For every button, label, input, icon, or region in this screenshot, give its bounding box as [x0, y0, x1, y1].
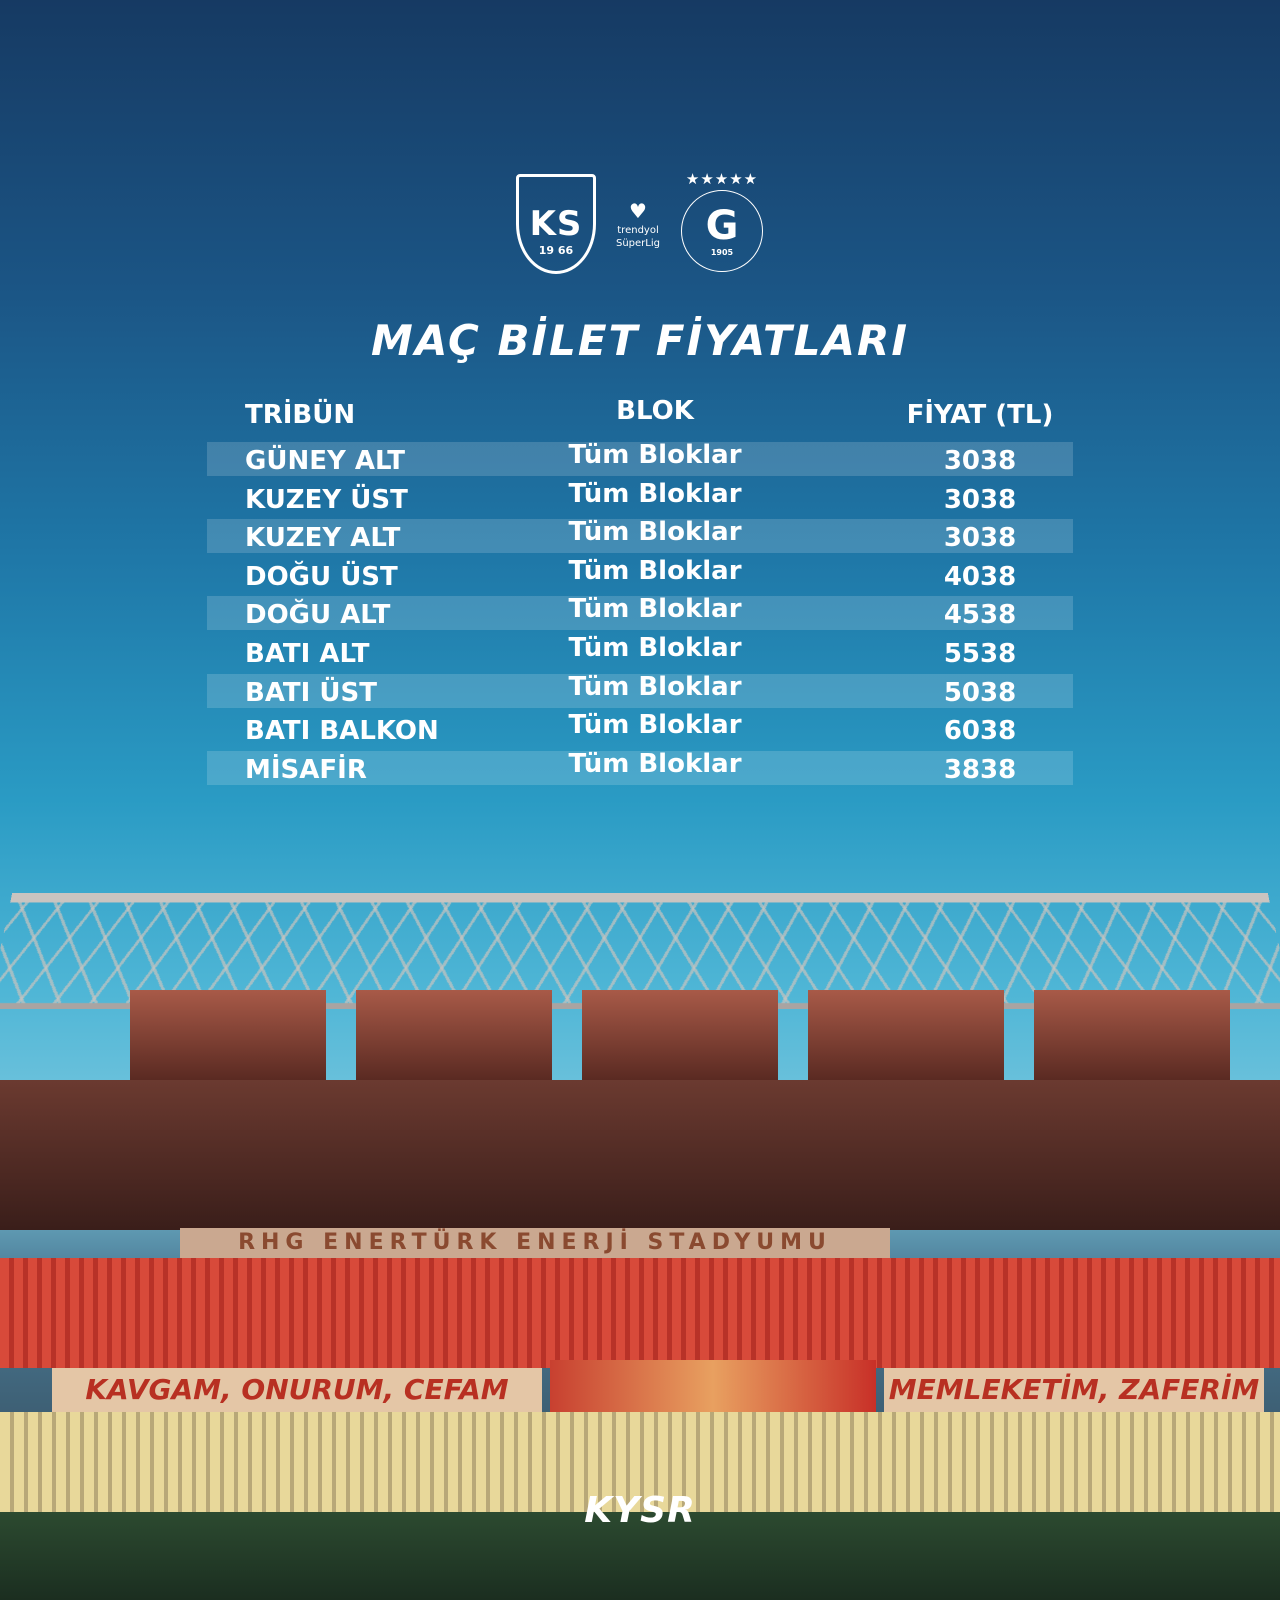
stars-icon: ★★★★★: [685, 170, 759, 188]
table-row: BATI BALKON Tüm Bloklar 6038: [0, 710, 1280, 749]
page-title: MAÇ BİLET FİYATLARI: [371, 316, 909, 365]
blok-cell: Tüm Bloklar: [568, 440, 742, 470]
table-header: TRİBÜN BLOK FİYAT (TL): [0, 396, 1280, 440]
blok-cell: Tüm Bloklar: [568, 710, 742, 741]
stand-underside: [0, 1080, 1280, 1230]
header-blok: BLOK: [616, 396, 694, 426]
price-cell: 4038: [943, 561, 1017, 592]
gs-emblem: G 1905: [681, 190, 763, 272]
banner-center-image: [550, 1360, 876, 1418]
away-year: 1905: [710, 248, 734, 257]
table-row: KUZEY ÜST Tüm Bloklar 3038: [0, 479, 1280, 518]
header-tribun: TRİBÜN: [245, 400, 356, 430]
blok-cell: Tüm Bloklar: [568, 555, 742, 586]
price-table: TRİBÜN BLOK FİYAT (TL) GÜNEY ALT Tüm Blok…: [0, 396, 1280, 788]
league-line2: SüperLig: [616, 238, 660, 249]
tribun-cell: KUZEY ÜST: [245, 484, 408, 515]
blok-cell: Tüm Bloklar: [568, 517, 742, 548]
table-row: DOĞU ÜST Tüm Bloklar 4038: [0, 556, 1280, 595]
price-cell: 6038: [943, 716, 1017, 747]
club-logos: KS 19 66 ♥ trendyol SüperLig ★★★★★ G 190…: [0, 168, 1280, 280]
blok-cell: Tüm Bloklar: [568, 748, 742, 779]
header-fiyat: FİYAT (TL): [906, 400, 1054, 430]
gs-letter: G: [705, 203, 739, 249]
tribun-cell: DOĞU ALT: [245, 600, 391, 631]
banner-left: KAVGAM, ONURUM, CEFAM: [52, 1368, 542, 1412]
super-lig-logo: ♥ trendyol SüperLig: [616, 198, 660, 250]
price-cell: 3038: [943, 484, 1017, 515]
blok-cell: Tüm Bloklar: [568, 632, 742, 663]
tribun-cell: MİSAFİR: [245, 754, 367, 785]
price-cell: 3038: [943, 446, 1017, 476]
table-row: DOĞU ALT Tüm Bloklar 4538: [0, 594, 1280, 633]
banner-right: MEMLEKETİM, ZAFERİM: [884, 1368, 1264, 1412]
stadium-photo: RHG ENERTÜRK ENERJİ STADYUMU KAVGAM, ONU…: [0, 830, 1280, 1600]
price-cell: 5038: [943, 677, 1017, 708]
table-row: KUZEY ALT Tüm Bloklar 3038: [0, 517, 1280, 556]
price-cell: 3038: [943, 523, 1017, 554]
league-line1: trendyol: [617, 225, 659, 236]
tribun-cell: GÜNEY ALT: [245, 446, 405, 476]
price-cell: 3838: [943, 754, 1017, 785]
galatasaray-logo: ★★★★★ G 1905: [680, 168, 764, 280]
yellow-stand: [0, 1412, 1280, 1512]
home-initials: KS: [529, 204, 583, 244]
blok-cell: Tüm Bloklar: [568, 671, 742, 702]
table-row: GÜNEY ALT Tüm Bloklar 3038: [0, 440, 1280, 479]
tribun-cell: BATI BALKON: [245, 716, 439, 747]
price-cell: 4538: [943, 600, 1017, 631]
tribun-cell: BATI ALT: [245, 638, 370, 669]
kayserispor-logo: KS 19 66: [516, 174, 596, 274]
red-stand: [0, 1258, 1280, 1368]
home-year: 19 66: [538, 244, 574, 257]
price-cell: 5538: [943, 638, 1017, 669]
blok-cell: Tüm Bloklar: [568, 594, 742, 625]
stadium-sign: RHG ENERTÜRK ENERJİ STADYUMU: [180, 1228, 890, 1258]
table-row: BATI ALT Tüm Bloklar 5538: [0, 633, 1280, 672]
trendyol-icon: ♥: [629, 199, 647, 223]
kysr-logo: KYSR: [584, 1490, 696, 1531]
roof-panels: [130, 990, 1230, 1080]
table-row: BATI ÜST Tüm Bloklar 5038: [0, 672, 1280, 711]
table-row: MİSAFİR Tüm Bloklar 3838: [0, 749, 1280, 788]
pitch: [0, 1512, 1280, 1600]
blok-cell: Tüm Bloklar: [568, 478, 742, 509]
tribun-cell: KUZEY ALT: [245, 523, 401, 554]
tribun-cell: BATI ÜST: [245, 677, 377, 708]
tribun-cell: DOĞU ÜST: [245, 561, 398, 592]
